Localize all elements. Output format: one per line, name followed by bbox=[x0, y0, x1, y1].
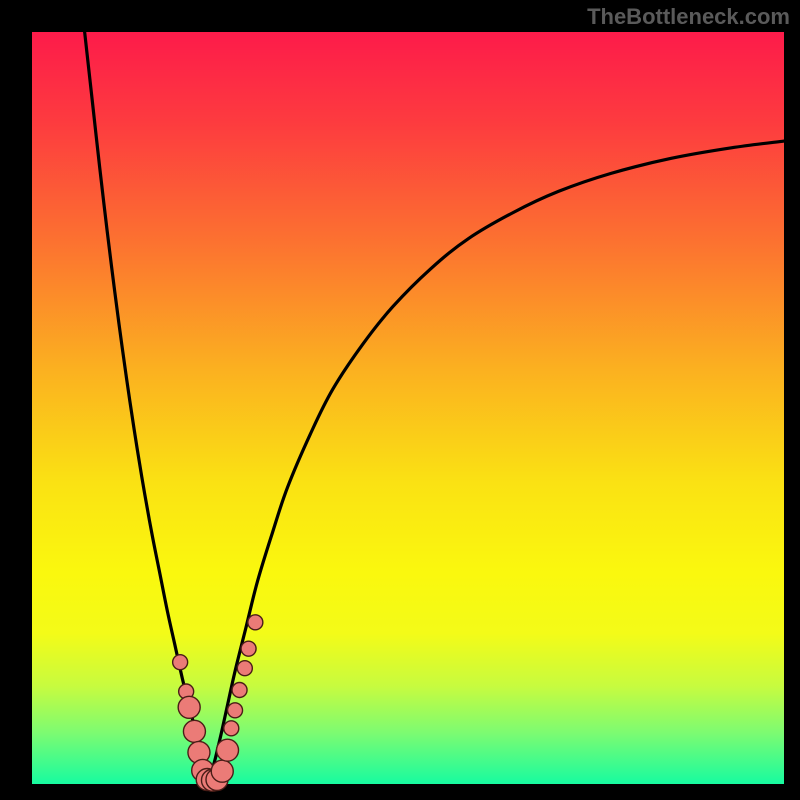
curves-layer bbox=[32, 32, 784, 784]
data-marker bbox=[217, 739, 239, 761]
data-marker bbox=[228, 703, 243, 718]
left-curve bbox=[85, 32, 208, 780]
data-marker bbox=[183, 720, 205, 742]
data-marker bbox=[173, 655, 188, 670]
data-marker bbox=[178, 696, 200, 718]
data-marker bbox=[241, 641, 256, 656]
plot-area bbox=[32, 32, 784, 784]
data-marker bbox=[237, 661, 252, 676]
data-marker bbox=[248, 615, 263, 630]
data-marker bbox=[211, 760, 233, 782]
right-curve bbox=[207, 141, 784, 780]
data-marker bbox=[224, 721, 239, 736]
watermark-text: TheBottleneck.com bbox=[587, 4, 790, 30]
data-marker bbox=[232, 683, 247, 698]
markers-group bbox=[173, 615, 263, 791]
chart-stage: TheBottleneck.com bbox=[0, 0, 800, 800]
